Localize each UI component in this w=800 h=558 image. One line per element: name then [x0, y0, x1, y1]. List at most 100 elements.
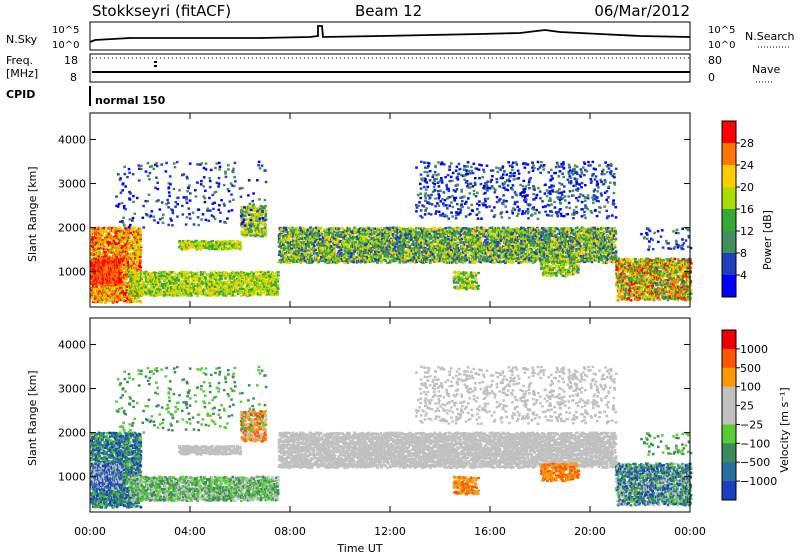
power-cell — [276, 280, 279, 282]
power-cell — [99, 250, 102, 252]
power-cell — [190, 292, 193, 294]
power-cell — [310, 241, 313, 243]
power-cell — [240, 295, 243, 297]
power-cell — [384, 243, 387, 245]
freq-label-line2: [MHz] — [6, 67, 38, 80]
power-cell — [204, 277, 207, 279]
power-cell — [211, 271, 214, 273]
power-cell — [281, 251, 284, 253]
nsky-label: N.Sky — [6, 33, 38, 46]
power-cell — [386, 262, 389, 264]
power-cell — [265, 213, 268, 215]
power-cell — [197, 290, 200, 292]
nave-label: Nave — [752, 63, 780, 76]
power-cell — [173, 295, 176, 297]
power-cell — [126, 278, 129, 280]
power-cell — [277, 287, 280, 289]
power-cell — [255, 213, 258, 215]
nsky-tick-top: 10^5 — [52, 25, 79, 36]
cpid-panel: CPID normal 150 — [6, 86, 166, 107]
power-cell — [304, 247, 307, 249]
power-cell — [380, 261, 383, 263]
power-cell — [242, 284, 245, 286]
power-cell — [129, 236, 132, 238]
power-cell — [224, 277, 227, 279]
power-cell — [232, 240, 235, 242]
power-cell — [221, 277, 224, 279]
power-cell — [140, 252, 143, 254]
power-cell — [140, 301, 143, 303]
power-cell — [211, 240, 214, 242]
power-cell — [139, 228, 142, 230]
power-cell — [140, 245, 143, 247]
power-cell — [288, 239, 291, 241]
power-cell — [253, 206, 256, 208]
power-cell — [353, 255, 356, 257]
power-cell — [196, 295, 199, 297]
power-cell — [196, 272, 199, 274]
power-cell — [120, 283, 123, 285]
power-cell — [285, 229, 288, 231]
power-cell — [123, 296, 126, 298]
power-cell — [301, 248, 304, 250]
power-cell — [92, 238, 95, 240]
power-data-cells — [90, 161, 693, 304]
power-cell — [131, 272, 134, 274]
power-cell — [253, 292, 256, 294]
power-cell — [376, 262, 379, 264]
power-cell — [293, 238, 296, 240]
power-cell — [405, 250, 408, 252]
power-cell — [109, 234, 112, 236]
power-cell — [339, 249, 342, 251]
beam-label: Beam 12 — [355, 2, 422, 20]
power-cell — [250, 205, 253, 207]
power-cell — [148, 289, 151, 291]
nave-marker — [154, 61, 157, 63]
power-cell — [139, 231, 142, 233]
power-cell — [107, 238, 110, 240]
power-cell — [299, 227, 302, 229]
nave-tick-top: 80 — [708, 54, 722, 67]
power-cell — [334, 250, 337, 252]
power-cell — [348, 228, 351, 230]
nave-marker — [154, 65, 157, 67]
power-cell — [319, 238, 322, 240]
power-cell — [210, 279, 213, 281]
power-cell — [321, 231, 324, 233]
cpid-label: CPID — [6, 88, 35, 101]
power-cell — [274, 275, 277, 277]
power-cell — [232, 291, 235, 293]
power-cell — [311, 260, 314, 262]
power-cell — [219, 275, 222, 277]
nsky-trace — [90, 26, 690, 42]
nsky-tick-bottom: 10^0 — [52, 40, 79, 51]
power-cell — [277, 278, 280, 280]
power-cell — [387, 257, 390, 259]
freq-label-line1: Freq. — [6, 54, 33, 67]
station-title: Stokkseyri (fitACF) — [92, 2, 231, 20]
power-cell — [244, 215, 247, 217]
power-cell — [265, 234, 268, 236]
power-cell — [118, 237, 121, 239]
power-cell — [249, 294, 252, 296]
power-cell — [318, 230, 321, 232]
power-cell — [264, 215, 267, 217]
power-cell — [123, 279, 126, 281]
power-cell — [353, 227, 356, 229]
power-cell — [265, 210, 268, 212]
power-cell — [103, 227, 106, 229]
nsearch-tick-top: 10^5 — [708, 25, 735, 36]
power-cell — [250, 229, 253, 231]
power-cell — [190, 294, 193, 296]
power-cell — [388, 235, 391, 237]
power-cell — [140, 249, 143, 251]
power-cell — [98, 255, 101, 257]
power-cell — [265, 231, 268, 233]
power-cell — [264, 227, 267, 229]
power-cell — [239, 248, 242, 250]
power-cell — [267, 271, 270, 273]
power-cell — [395, 227, 398, 229]
nsearch-tick-bottom: 10^0 — [708, 40, 735, 51]
power-cell — [236, 240, 239, 242]
